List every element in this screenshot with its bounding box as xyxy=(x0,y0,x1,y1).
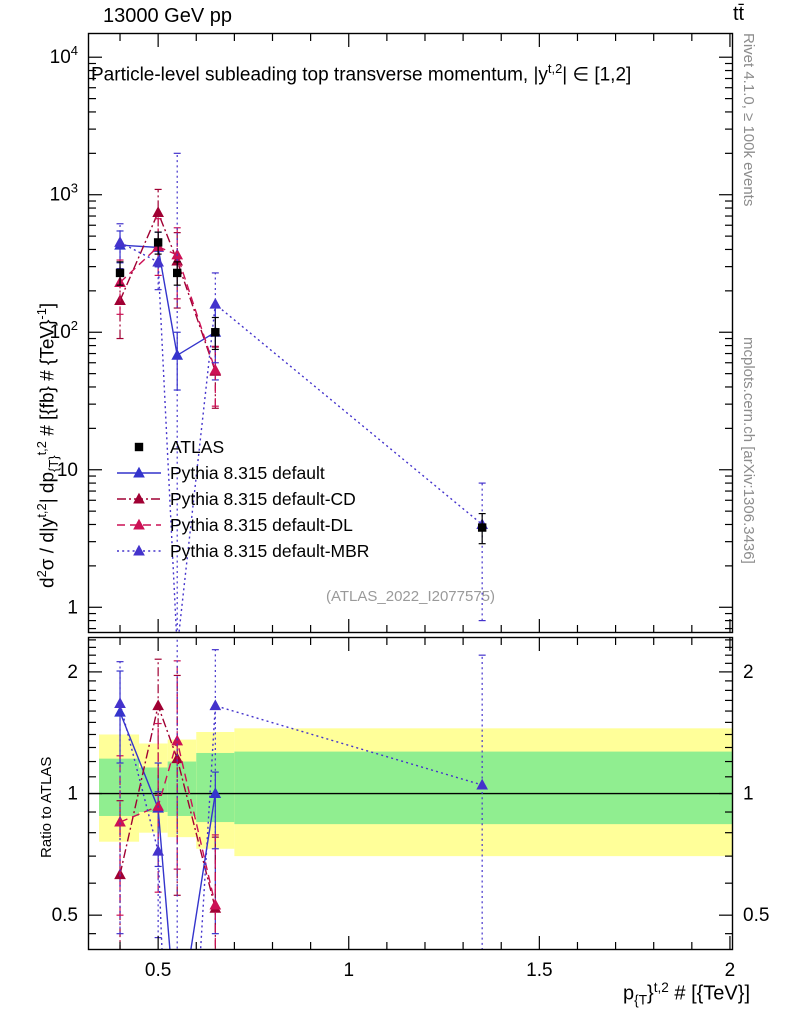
series-pythia-8-315-default-mbr xyxy=(114,637,489,950)
y-tick-label: 1 xyxy=(67,597,78,618)
data-point-triangle xyxy=(152,844,164,856)
x-tick-label: 0.5 xyxy=(145,960,171,981)
data-point-triangle xyxy=(152,699,164,711)
uncertainty-band-inner xyxy=(99,758,140,816)
label-superscript: t,2 xyxy=(34,503,49,518)
legend-marker-sample xyxy=(117,492,161,504)
y-tick-label: 0.5 xyxy=(52,905,78,926)
y-tick-label: 102 xyxy=(50,318,78,343)
legend-item-0: ATLAS xyxy=(116,434,369,460)
legend-item-3: Pythia 8.315 default-DL xyxy=(116,512,369,538)
process-label: tt̄ xyxy=(733,3,745,25)
label-superscript: t,2 xyxy=(547,61,563,76)
label-superscript: t,2 xyxy=(34,441,49,456)
data-point-triangle xyxy=(476,778,489,790)
data-point-triangle xyxy=(209,363,222,375)
main-plot-canvas: 1 10 102 103 104 xyxy=(50,32,734,634)
legend-label: ATLAS xyxy=(170,436,225,457)
label-text: } xyxy=(647,982,654,1005)
legend: ATLAS Pythia 8.315 default Pythia 8.315 de… xyxy=(116,434,369,564)
data-point-triangle xyxy=(209,787,222,799)
label-superscript: t,2 xyxy=(653,980,669,995)
data-point-triangle xyxy=(114,697,126,709)
plot-frame xyxy=(87,32,734,634)
label-text: # [{TeV}] xyxy=(668,982,750,1005)
legend-marker-sample xyxy=(117,518,161,530)
y-tick-label-right: 0.5 xyxy=(743,905,769,926)
plot-data-layer xyxy=(88,637,733,950)
data-point-triangle xyxy=(209,297,222,309)
data-point-square xyxy=(477,523,487,532)
x-tick-label: 1.5 xyxy=(526,960,552,981)
uncertainty-band-inner xyxy=(167,761,197,816)
label-text: | dp xyxy=(37,471,59,504)
series-atlas xyxy=(115,231,487,545)
rivet-version-note: Rivet 4.1.0, ≥ 100k events xyxy=(740,33,757,207)
data-point-triangle xyxy=(152,206,164,217)
data-point-square xyxy=(153,238,163,247)
legend-label: Pythia 8.315 default-MBR xyxy=(170,540,370,561)
legend-item-1: Pythia 8.315 default xyxy=(116,460,369,486)
analysis-id-watermark: (ATLAS_2022_I2077575) xyxy=(325,588,495,605)
label-text: | ∈ [1,2] xyxy=(562,64,632,86)
legend-marker-sample xyxy=(117,466,161,478)
label-superscript: -1 xyxy=(34,308,49,320)
data-point-triangle xyxy=(152,255,164,267)
y-tick-label-right: 1 xyxy=(743,784,754,805)
legend-label: Pythia 8.315 default xyxy=(170,462,325,483)
label-superscript: 2 xyxy=(34,570,49,578)
y-tick-label: 104 xyxy=(50,43,78,68)
label-text: d xyxy=(37,577,59,588)
mcplots-credit-note: mcplots.cern.ch [arXiv:1306.3436] xyxy=(740,337,757,564)
y-tick-label: 1 xyxy=(67,784,78,805)
y-axis-label: d2σ / d|yt,2| dp{T}t,2 # [{fb} # {TeV}-1… xyxy=(34,303,61,588)
label-text: ] xyxy=(37,302,59,309)
label-text: p xyxy=(623,982,635,1005)
legend-item-4: Pythia 8.315 default-MBR xyxy=(116,538,369,564)
plot-title: Particle-level subleading top transverse… xyxy=(91,61,631,86)
data-point-triangle xyxy=(114,815,126,827)
y-tick-label: 103 xyxy=(50,181,78,206)
legend-label: Pythia 8.315 default-DL xyxy=(170,514,353,535)
y-tick-label: 10 xyxy=(57,460,78,481)
x-tick-label: 2 xyxy=(725,960,736,981)
ratio-axis-label: Ratio to ATLAS xyxy=(38,756,55,858)
label-text: Particle-level subleading top transverse… xyxy=(91,64,548,86)
ratio-plot-canvas: 0.5 1 1.5 2 0.5 0.5 1 1 2 2 xyxy=(52,636,769,981)
label-text: σ / d|y xyxy=(37,517,59,571)
data-point-triangle xyxy=(209,699,222,711)
legend-marker-sample xyxy=(134,442,144,452)
data-point-square xyxy=(211,328,220,337)
data-point-square xyxy=(115,268,125,278)
series-pythia-8-315-default-dl xyxy=(114,218,222,407)
beam-energy-label: 13000 GeV pp xyxy=(103,5,232,27)
plot-data-layer xyxy=(114,152,489,633)
legend-marker-sample xyxy=(117,544,161,556)
legend-label: Pythia 8.315 default-CD xyxy=(170,488,356,509)
y-tick-label-right: 2 xyxy=(743,662,754,683)
y-tick-label: 2 xyxy=(67,662,78,683)
data-point-triangle xyxy=(209,898,222,910)
data-point-square xyxy=(173,268,182,278)
label-subscript: {T xyxy=(634,992,648,1008)
x-tick-label: 1 xyxy=(343,960,354,981)
data-point-triangle xyxy=(114,236,126,247)
legend-item-2: Pythia 8.315 default-CD xyxy=(116,486,369,512)
series-pythia-8-315-default xyxy=(114,230,222,391)
x-axis-label: p{T}t,2 # [{TeV}] xyxy=(623,980,750,1008)
